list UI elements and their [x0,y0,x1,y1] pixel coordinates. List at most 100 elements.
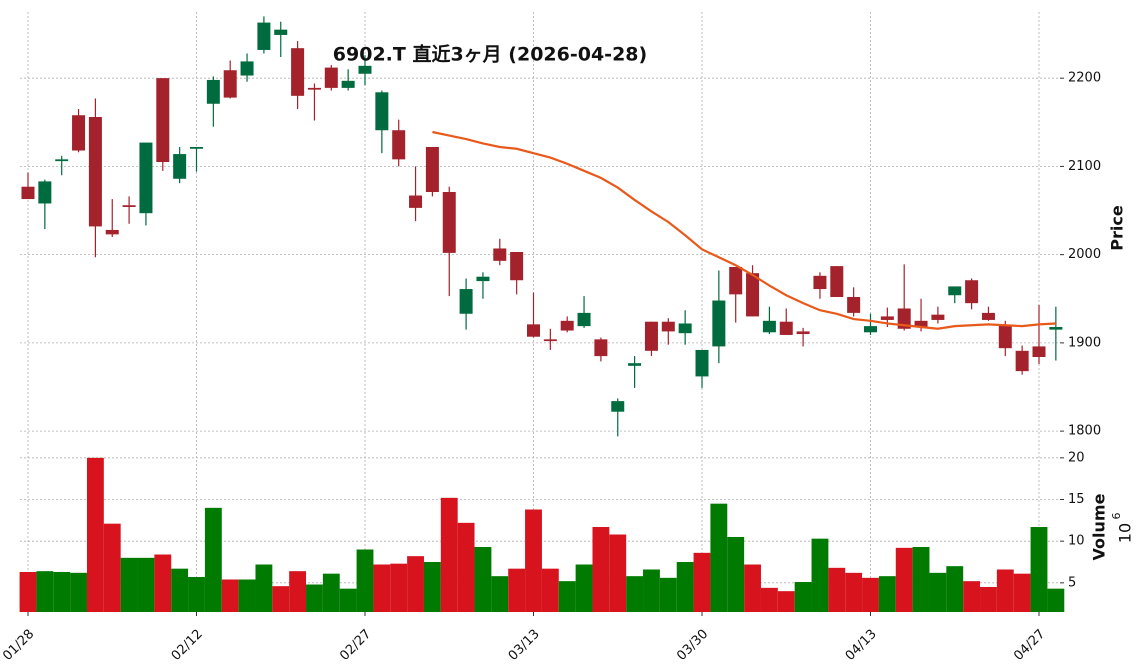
candle-body [257,22,271,50]
volume-bar [373,564,391,612]
volume-bar [760,587,778,612]
volume-bar [626,576,644,612]
volume-bar [188,577,205,612]
volume-bar [963,581,981,612]
volume-bar [643,569,660,612]
x-tick-label: 04/27 [1011,627,1048,664]
volume-bar [777,591,795,612]
candle-body [712,300,726,347]
candle-body [375,92,389,131]
candle-body [122,205,136,207]
candle-body [105,229,119,235]
x-tick-label: 03/30 [674,627,711,664]
y-tick-label: 1800 [1068,424,1101,439]
y-tick-label: 1900 [1068,335,1101,350]
volume-bar [895,547,913,612]
candle-body [560,320,574,331]
volume-bar [541,568,559,612]
candle-body [998,325,1012,349]
volume-y-tick-label: 10 [1068,534,1085,549]
volume-bar [70,572,87,612]
candle-body [274,29,288,35]
candle-body [341,80,355,88]
candle-body [914,320,928,327]
volume-bar [306,584,323,612]
candle-body [729,267,743,295]
volume-multiplier-base: 10 [1116,523,1135,543]
volume-bar [845,572,863,612]
candle-body [981,312,995,320]
candle-body [779,321,793,335]
volume-bar [457,522,475,612]
candle-body [72,115,86,151]
volume-bar [794,582,812,612]
volume-bar [289,571,307,612]
x-tick-label: 02/12 [169,627,206,664]
volume-y-tick-label: 20 [1068,450,1085,465]
moving-average-line [432,130,1056,330]
volume-bar [339,588,357,612]
candle-body [1032,346,1046,357]
volume-bar [491,576,509,612]
candle-body [880,316,894,320]
candle-body [965,280,979,304]
x-tick-label: 03/13 [506,627,543,664]
volume-bar [525,509,542,612]
candle-body [864,326,877,333]
price-axis-label: Price [1108,205,1127,251]
candle-body [55,159,69,162]
y-tick-label: 2200 [1068,71,1101,86]
volume-bar [912,547,930,612]
candle-body [543,339,557,342]
volume-bar [609,534,627,612]
volume-bar [727,537,745,612]
volume-bar [255,564,273,612]
volume-bar [508,568,526,612]
volume-bar [440,497,458,612]
candle-body [459,289,473,314]
x-tick-label: 02/27 [337,627,374,664]
volume-bar [19,572,37,612]
candle-body [1049,327,1063,330]
volume-bar [710,503,728,612]
candle-body [762,320,776,333]
candle-body [88,117,102,227]
candle-body [38,181,52,204]
volume-bar [828,567,846,612]
volume-bar [676,562,694,612]
volume-bar [996,569,1014,612]
volume-bar [204,507,222,612]
volume-bar [390,563,408,612]
candle-body [206,79,220,104]
candle-body [173,154,187,179]
chart-title: 6902.T 直近3ヶ月 (2026-04-28) [333,43,647,66]
y-tick-label: 2000 [1068,247,1101,262]
volume-bar [356,549,374,612]
x-tick-label: 04/13 [843,627,880,664]
candle-body [577,312,591,327]
candle-body [510,252,524,281]
candle-body [493,248,507,261]
volume-bar [558,581,576,612]
candle-body [156,78,170,162]
volume-bar [423,562,441,612]
volume-bar [53,572,71,612]
candle-body [240,61,254,76]
volume-bar [474,547,492,612]
candle-body [628,363,642,366]
candle-body [21,186,35,200]
candle-body [594,339,608,357]
candle-body [442,192,456,253]
volume-bar [407,556,424,612]
candle-body [847,297,861,313]
volume-multiplier-exponent: 6 [1110,513,1123,520]
volume-bar [154,554,172,612]
volume-y-tick-label: 15 [1068,492,1085,507]
volume-bar [36,571,54,612]
candle-body [392,130,406,160]
candle-body [695,349,709,377]
volume-bar [929,572,947,612]
volume-axis-label: Volume [1090,493,1109,560]
volume-y-tick-label: 5 [1068,575,1076,590]
volume-bar [862,577,879,612]
